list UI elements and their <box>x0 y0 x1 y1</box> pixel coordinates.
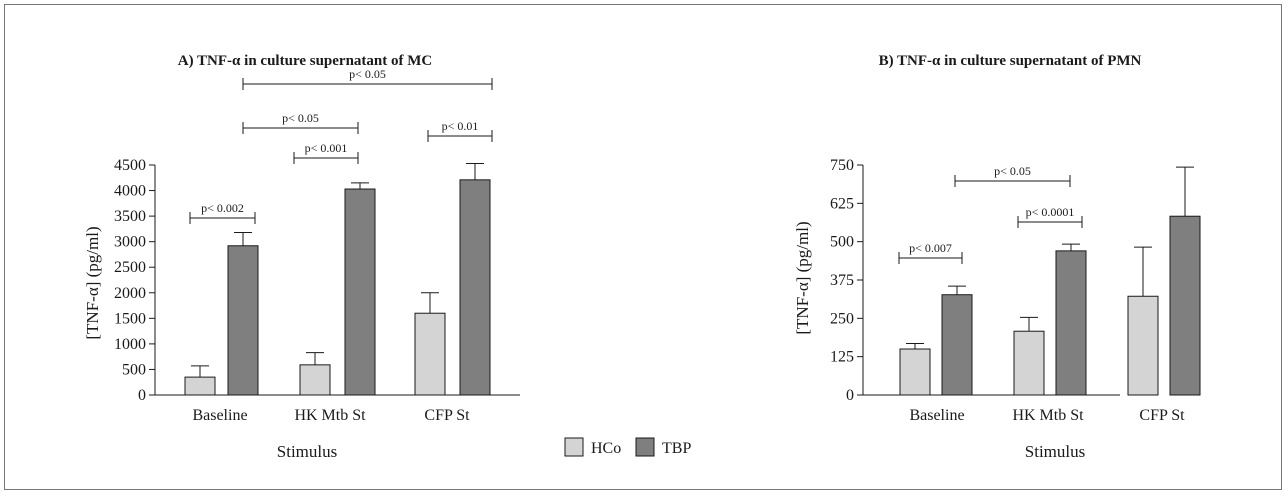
chart-b-significance: p< 0.007 p< 0.0001 p< 0.05 <box>898 164 1083 264</box>
chart-a-ytick-label: 3000 <box>114 234 146 251</box>
chart-a-xlabel: Stimulus <box>277 442 337 461</box>
chart-b-bars <box>899 166 1201 396</box>
chart-b-title: B) TNF-α in culture supernatant of PMN <box>879 53 1142 69</box>
chart-a: A) TNF-α in culture supernatant of MC [T… <box>83 53 520 461</box>
chart-b-bar-hco-1 <box>899 348 931 396</box>
chart-b-sig-label: p< 0.05 <box>994 164 1031 178</box>
chart-a-bar-tbp-3 <box>459 179 491 396</box>
chart-a-bar-hco-2 <box>299 364 331 396</box>
chart-a-xtick-label: Baseline <box>192 407 247 424</box>
chart-a-title: A) TNF-α in culture supernatant of MC <box>178 53 432 69</box>
legend: HCo TBP <box>564 437 691 457</box>
chart-a-sig-label: p< 0.001 <box>305 141 348 155</box>
chart-b-xtick-label: CFP St <box>1139 407 1185 424</box>
chart-a-xtick-label: CFP St <box>424 407 470 424</box>
chart-b-ytick-label: 500 <box>830 234 854 251</box>
chart-a-sig-label: p< 0.05 <box>282 111 319 125</box>
chart-a-sig-label: p< 0.01 <box>442 119 479 133</box>
chart-a-ytick-label: 2500 <box>114 259 146 276</box>
chart-b-sig-label: p< 0.007 <box>909 241 952 255</box>
chart-b-bar-tbp-1 <box>941 294 973 396</box>
chart-a-sig-label: p< 0.05 <box>349 67 386 81</box>
chart-a-xtick-label: HK Mtb St <box>294 407 366 424</box>
chart-a-bar-tbp-2 <box>344 188 376 396</box>
legend-swatch-tbp <box>635 437 655 457</box>
chart-b-ytick-label: 125 <box>830 349 854 366</box>
chart-b-xtick-label: HK Mtb St <box>1012 407 1084 424</box>
chart-a-axes: 0 500 1000 1500 2000 2500 3000 3500 4000 4500 Base… <box>114 157 520 424</box>
chart-a-ytick-label: 3500 <box>114 208 146 225</box>
legend-label-tbp: TBP <box>662 440 691 457</box>
chart-a-ytick-label: 1500 <box>114 310 146 327</box>
chart-a-bar-hco-3 <box>414 312 446 396</box>
chart-a-ytick-label: 2000 <box>114 285 146 302</box>
chart-a-ytick-label: 4500 <box>114 157 146 174</box>
chart-a-sig-label: p< 0.002 <box>201 201 244 215</box>
chart-b-bar-hco-2 <box>1013 330 1045 396</box>
chart-b-ytick-label: 0 <box>846 387 854 404</box>
chart-a-ytick-label: 0 <box>138 387 146 404</box>
chart-b-xlabel: Stimulus <box>1025 442 1085 461</box>
chart-b-bar-tbp-2 <box>1055 250 1087 396</box>
chart-b-ylabel: [TNF-α] (pg/ml) <box>793 221 812 334</box>
chart-b-sig-label: p< 0.0001 <box>1026 205 1075 219</box>
chart-b-ytick-label: 750 <box>830 157 854 174</box>
legend-swatch-hco <box>564 437 584 457</box>
chart-a-ytick-label: 1000 <box>114 336 146 353</box>
legend-label-hco: HCo <box>591 440 621 457</box>
chart-a-bar-hco-1 <box>184 376 216 396</box>
chart-a-significance: p< 0.002 p< 0.001 p< 0.05 p< 0.01 p< 0.05 <box>189 67 493 224</box>
chart-b-bar-tbp-3 <box>1169 215 1201 396</box>
figure-frame <box>4 4 1282 490</box>
chart-a-ytick-label: 4000 <box>114 183 146 200</box>
chart-b-ytick-label: 250 <box>830 310 854 327</box>
chart-a-bar-tbp-1 <box>227 245 259 396</box>
chart-b: B) TNF-α in culture supernatant of PMN [… <box>793 53 1201 461</box>
chart-b-ytick-label: 625 <box>830 195 854 212</box>
chart-b-bar-hco-3 <box>1127 295 1159 396</box>
chart-b-ytick-label: 375 <box>830 272 854 289</box>
chart-b-xtick-label: Baseline <box>909 407 964 424</box>
chart-a-bars <box>184 162 491 396</box>
chart-a-ytick-label: 500 <box>122 361 146 378</box>
chart-a-ylabel: [TNF-α] (pg/ml) <box>83 226 102 339</box>
